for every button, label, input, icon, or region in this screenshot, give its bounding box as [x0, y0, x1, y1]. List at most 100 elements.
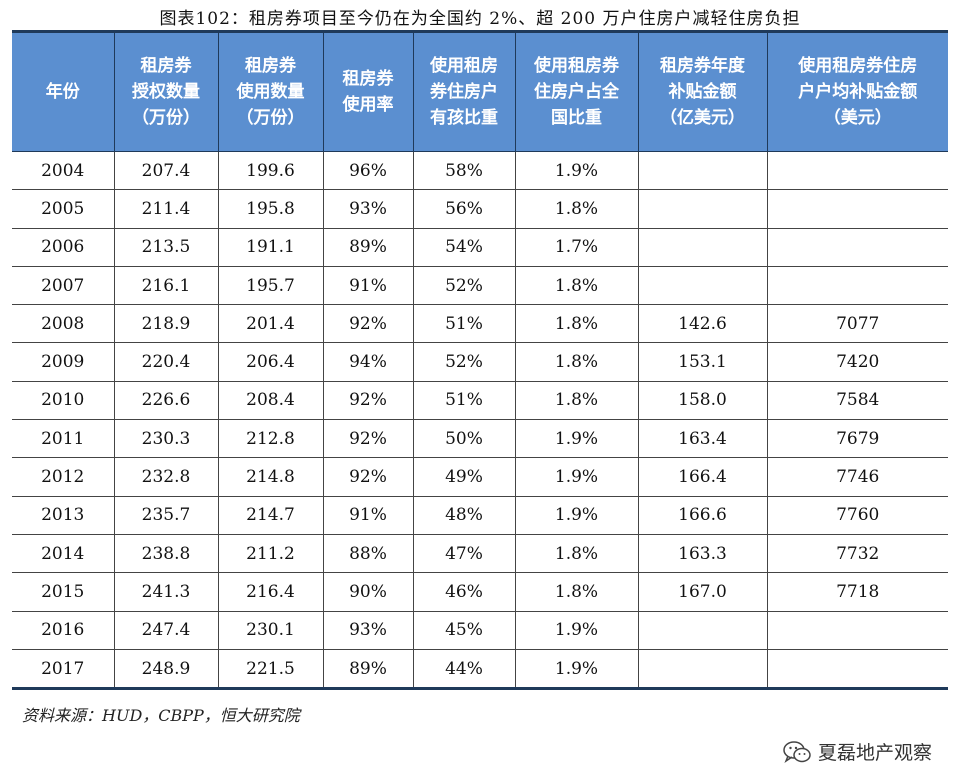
table-cell — [637, 150, 768, 191]
table-cell: 2009 — [12, 342, 115, 382]
table-cell: 238.8 — [113, 533, 219, 574]
table-cell: 221.5 — [217, 648, 324, 688]
table-cell: 52% — [412, 265, 516, 306]
table-cell: 91% — [322, 265, 414, 306]
header-usage-rate: 租房券 使用率 — [322, 33, 414, 152]
table-cell — [637, 265, 768, 306]
table-cell: 88% — [322, 533, 414, 574]
table-cell: 1.9% — [514, 419, 639, 459]
table-cell: 195.7 — [217, 265, 324, 306]
table-cell: 214.7 — [217, 495, 324, 535]
table-row: 2007 216.1 195.7 91% 52% 1.8% — [12, 265, 948, 306]
table-cell: 1.8% — [514, 304, 639, 344]
table-cell: 218.9 — [113, 304, 219, 344]
table-cell: 89% — [322, 648, 414, 688]
table-row: 2008 218.9 201.4 92% 51% 1.8% 142.6 7077 — [12, 304, 948, 344]
table-cell: 44% — [412, 648, 516, 688]
table-cell: 7732 — [766, 533, 948, 574]
table-cell: 1.8% — [514, 342, 639, 382]
table-cell — [637, 648, 768, 688]
table-row: 2006 213.5 191.1 89% 54% 1.7% — [12, 227, 948, 267]
table-cell: 2005 — [12, 189, 115, 229]
table-row: 2012 232.8 214.8 92% 49% 1.9% 166.4 7746 — [12, 457, 948, 497]
table-cell: 214.8 — [217, 457, 324, 497]
table-cell: 47% — [412, 533, 516, 574]
table-cell: 248.9 — [113, 648, 219, 688]
table-cell: 1.8% — [514, 572, 639, 612]
table-cell: 211.2 — [217, 533, 324, 574]
table-row: 2005 211.4 195.8 93% 56% 1.8% — [12, 189, 948, 229]
table-cell — [637, 189, 768, 229]
table-cell: 1.8% — [514, 533, 639, 574]
table-cell: 2014 — [12, 533, 115, 574]
table-cell: 208.4 — [217, 380, 324, 421]
table-cell: 2015 — [12, 572, 115, 612]
table-cell: 48% — [412, 495, 516, 535]
table-cell: 2013 — [12, 495, 115, 535]
table-cell: 2004 — [12, 150, 115, 191]
table-cell: 2008 — [12, 304, 115, 344]
table-cell: 89% — [322, 227, 414, 267]
table-cell: 163.4 — [637, 419, 768, 459]
table-cell: 230.1 — [217, 610, 324, 650]
table-cell: 1.8% — [514, 380, 639, 421]
table-cell: 167.0 — [637, 572, 768, 612]
table-cell: 92% — [322, 304, 414, 344]
table-row: 2017 248.9 221.5 89% 44% 1.9% — [12, 648, 948, 688]
table-cell — [766, 648, 948, 688]
table-row: 2014 238.8 211.2 88% 47% 1.8% 163.3 7732 — [12, 533, 948, 574]
table-cell — [637, 610, 768, 650]
table-cell: 212.8 — [217, 419, 324, 459]
table-cell: 51% — [412, 304, 516, 344]
table-cell: 1.8% — [514, 265, 639, 306]
table-cell: 166.4 — [637, 457, 768, 497]
table-cell: 2007 — [12, 265, 115, 306]
table-cell: 1.7% — [514, 227, 639, 267]
header-year: 年份 — [12, 33, 115, 152]
table-cell: 1.8% — [514, 189, 639, 229]
table-cell: 94% — [322, 342, 414, 382]
watermark-text: 夏磊地产观察 — [817, 742, 932, 764]
table-cell: 220.4 — [113, 342, 219, 382]
table-cell: 201.4 — [217, 304, 324, 344]
table-cell: 163.3 — [637, 533, 768, 574]
table-cell: 142.6 — [637, 304, 768, 344]
table-cell: 2017 — [12, 648, 115, 688]
header-households-with-children: 使用租房 券住房户 有孩比重 — [412, 33, 516, 152]
table-row: 2013 235.7 214.7 91% 48% 1.9% 166.6 7760 — [12, 495, 948, 535]
table-cell: 1.9% — [514, 648, 639, 688]
source-note: 资料来源：HUD，CBPP，恒大研究院 — [22, 706, 300, 725]
table-cell: 211.4 — [113, 189, 219, 229]
table-cell: 50% — [412, 419, 516, 459]
table-row: 2010 226.6 208.4 92% 51% 1.8% 158.0 7584 — [12, 380, 948, 421]
table-cell: 247.4 — [113, 610, 219, 650]
header-national-share: 使用租房券 住房户占全 国比重 — [514, 33, 639, 152]
table-cell: 54% — [412, 227, 516, 267]
table-cell: 90% — [322, 572, 414, 612]
table-cell: 166.6 — [637, 495, 768, 535]
table-cell: 232.8 — [113, 457, 219, 497]
table-cell: 7718 — [766, 572, 948, 612]
table-cell: 52% — [412, 342, 516, 382]
table-cell: 58% — [412, 150, 516, 191]
table-cell: 92% — [322, 419, 414, 459]
data-table-container: 年份 租房券 授权数量 （万份） 租房券 使用数量 （万份） 租房券 使用率 使… — [12, 30, 948, 691]
table-cell: 2011 — [12, 419, 115, 459]
table-cell: 93% — [322, 189, 414, 229]
table-cell: 45% — [412, 610, 516, 650]
table-cell: 2012 — [12, 457, 115, 497]
table-cell: 241.3 — [113, 572, 219, 612]
table-cell: 230.3 — [113, 419, 219, 459]
table-cell — [637, 227, 768, 267]
table-cell: 93% — [322, 610, 414, 650]
table-cell: 1.9% — [514, 150, 639, 191]
header-used-vouchers: 租房券 使用数量 （万份） — [217, 33, 324, 152]
table-cell: 7679 — [766, 419, 948, 459]
table-cell: 199.6 — [217, 150, 324, 191]
table-cell: 226.6 — [113, 380, 219, 421]
table-cell — [766, 610, 948, 650]
table-cell — [766, 227, 948, 267]
table-cell: 1.9% — [514, 495, 639, 535]
table-cell — [766, 189, 948, 229]
table-row: 2015 241.3 216.4 90% 46% 1.8% 167.0 7718 — [12, 572, 948, 612]
